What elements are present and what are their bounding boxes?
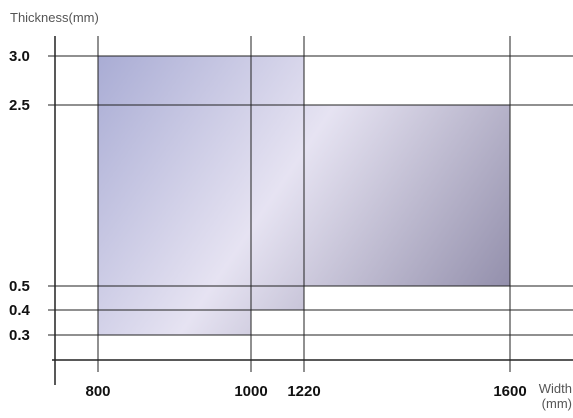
y-tick-label-0.4: 0.4 (9, 302, 31, 319)
capability-regions (98, 56, 510, 335)
gridlines (48, 36, 573, 372)
capability-region-3 (304, 105, 510, 286)
capability-region-2 (251, 56, 304, 310)
y-tick-label-3.0: 3.0 (9, 48, 30, 65)
x-axis-title-line1: Width (539, 381, 572, 396)
x-tick-label-1000: 1000 (234, 383, 267, 400)
y-tick-label-0.5: 0.5 (9, 278, 30, 295)
y-tick-label-2.5: 2.5 (9, 97, 30, 114)
x-tick-label-800: 800 (85, 383, 110, 400)
x-tick-labels: 800 1000 1220 1600 (85, 383, 526, 400)
capability-region-1 (98, 56, 251, 335)
y-tick-labels: 3.0 2.5 0.5 0.4 0.3 (9, 48, 31, 344)
y-tick-label-0.3: 0.3 (9, 327, 30, 344)
x-tick-label-1220: 1220 (287, 383, 320, 400)
y-axis-title: Thickness(mm) (10, 10, 99, 25)
x-axis-title-line2: (mm) (542, 396, 572, 411)
x-tick-label-1600: 1600 (493, 383, 526, 400)
